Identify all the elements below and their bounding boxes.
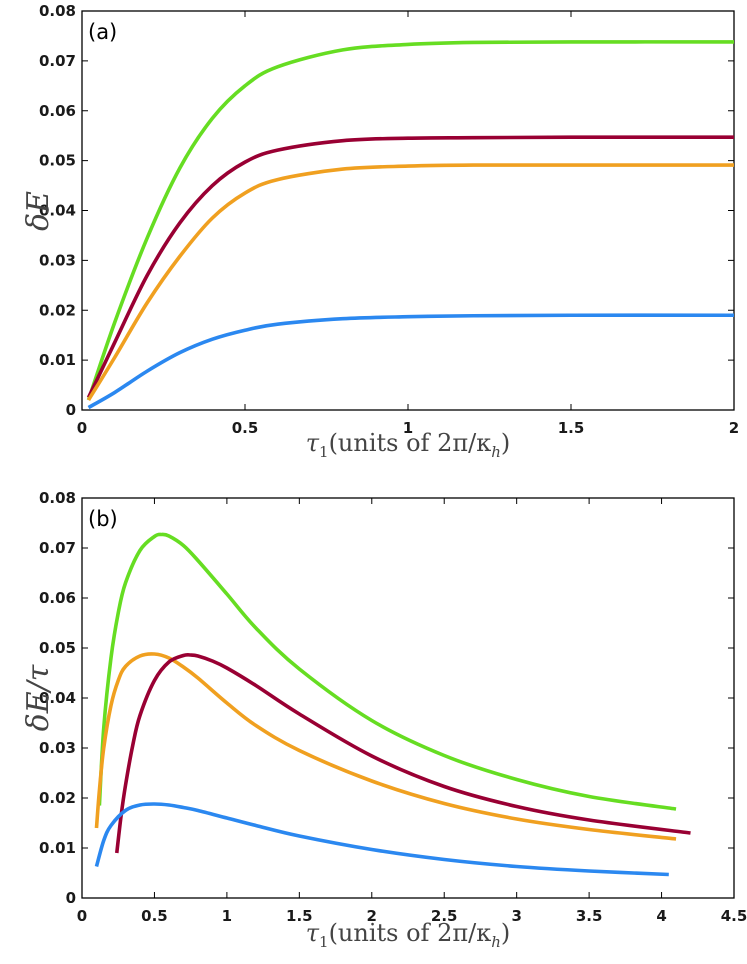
panel-a-x-ticks: 0 0.5 1 1.5 2 (77, 11, 739, 437)
panel-b-x-tick-label: 0.5 (141, 907, 168, 925)
panel-a-y-tick-label: 0 (66, 401, 76, 419)
panel-b-y-tick-label: 0.01 (39, 839, 76, 857)
panel-a-x-tick-label: 1 (403, 419, 413, 437)
panel-b-x-tick-label: 0 (77, 907, 87, 925)
panel-b-y-tick-label: 0.02 (39, 789, 76, 807)
panel-b-x-tick-label: 3.5 (576, 907, 603, 925)
panel-a-series-crimson (86, 135, 735, 399)
panel-b-xlabel-tau: τ (306, 919, 320, 947)
panel-b-y-tick-label: 0.08 (39, 489, 76, 507)
panel-b-y-tick-label: 0.07 (39, 539, 76, 557)
panel-b-xlabel-sub2: h (491, 933, 501, 951)
panel-a-y-tick-label: 0.01 (39, 351, 76, 369)
panel-b-x-tick-label: 3 (511, 907, 521, 925)
panel-b-y-ticks: 0 0.01 0.02 0.03 0.04 0.05 0.06 0.07 0.08 (39, 489, 734, 907)
panel-a-xlabel-sub: 1 (319, 443, 329, 461)
panel-b-label: (b) (88, 507, 118, 531)
panel-b-x-ticks: 0 0.5 1 1.5 2 2.5 3 3.5 4 4.5 (77, 498, 747, 925)
panel-a-x-tick-label: 0.5 (232, 419, 259, 437)
panel-b-y-tick-label: 0.05 (39, 639, 76, 657)
panel-a-series-green (86, 40, 735, 401)
panel-b-x-tick-label: 2.5 (431, 907, 458, 925)
panel-a-y-tick-label: 0.02 (39, 301, 76, 319)
panel-b-y-tick-label: 0 (66, 889, 76, 907)
panel-b-series-green (97, 532, 677, 811)
panel-b-xlabel-rest: (units of 2π/κ (329, 919, 492, 947)
panel-b-x-tick-label: 4 (656, 907, 666, 925)
panel-a-y-axis-label: δE (21, 191, 56, 231)
panel-a-xlabel-tau: τ (306, 429, 320, 457)
panel-b-series (94, 532, 691, 877)
panel-a-x-tick-label: 0 (77, 419, 87, 437)
panel-b-x-tick-label: 1.5 (286, 907, 313, 925)
panel-a-y-tick-label: 0.06 (39, 102, 76, 120)
panel-a-label: (a) (88, 20, 117, 44)
panel-b-x-tick-label: 1 (222, 907, 232, 925)
panel-b-x-tick-label: 2 (367, 907, 377, 925)
panel-b-y-tick-label: 0.03 (39, 739, 76, 757)
panel-b-y-tick-label: 0.06 (39, 589, 76, 607)
panel-a-y-tick-label: 0.05 (39, 152, 76, 170)
panel-a-series-blue (87, 313, 735, 410)
panel-a-y-tick-label: 0.03 (39, 251, 76, 269)
panel-a: (a) 0 0.5 1 1.5 2 00.010.020.030.040.050.060… (21, 2, 739, 461)
panel-a-y-tick-label: 0.07 (39, 52, 76, 70)
panel-a-x-axis-label: τ1(units of 2π/κh) (306, 429, 511, 461)
panel-a-series (86, 40, 735, 410)
panel-b-xlabel-sub: 1 (319, 933, 329, 951)
panel-b-y-axis-label: δE/τ (21, 664, 56, 731)
panel-a-xlabel-end: ) (501, 429, 510, 457)
panel-a-xlabel-rest: (units of 2π/κ (329, 429, 492, 457)
panel-b-xlabel-end: ) (501, 919, 510, 947)
panel-b: (b) 0 0.5 1 1.5 2 2.5 3 3.5 4 4.5 0 0.01 0.02 0.03 0.… (21, 489, 747, 951)
panel-a-y-tick-label: 0.04 (39, 202, 76, 220)
panel-a-x-tick-label: 1.5 (558, 419, 585, 437)
panel-b-series-crimson (114, 652, 691, 854)
panel-a-x-tick-label: 2 (729, 419, 739, 437)
panel-a-series-orange (86, 163, 734, 401)
panel-a-y-tick-label: 0.08 (39, 2, 76, 20)
panel-b-frame (81, 497, 735, 899)
panel-b-x-tick-label: 4.5 (721, 907, 747, 925)
panel-b-series-blue (94, 802, 669, 877)
panel-a-frame (81, 10, 735, 411)
panel-a-xlabel-sub2: h (491, 443, 501, 461)
panel-a-y-ticks: 0 0.01 0.02 0.03 0.04 0.05 0.06 0.07 0.08 (39, 2, 734, 419)
panel-b-x-axis-label: τ1(units of 2π/κh) (306, 919, 511, 951)
panel-b-y-tick-label: 0.04 (39, 689, 76, 707)
panel-b-series-orange (94, 652, 677, 841)
